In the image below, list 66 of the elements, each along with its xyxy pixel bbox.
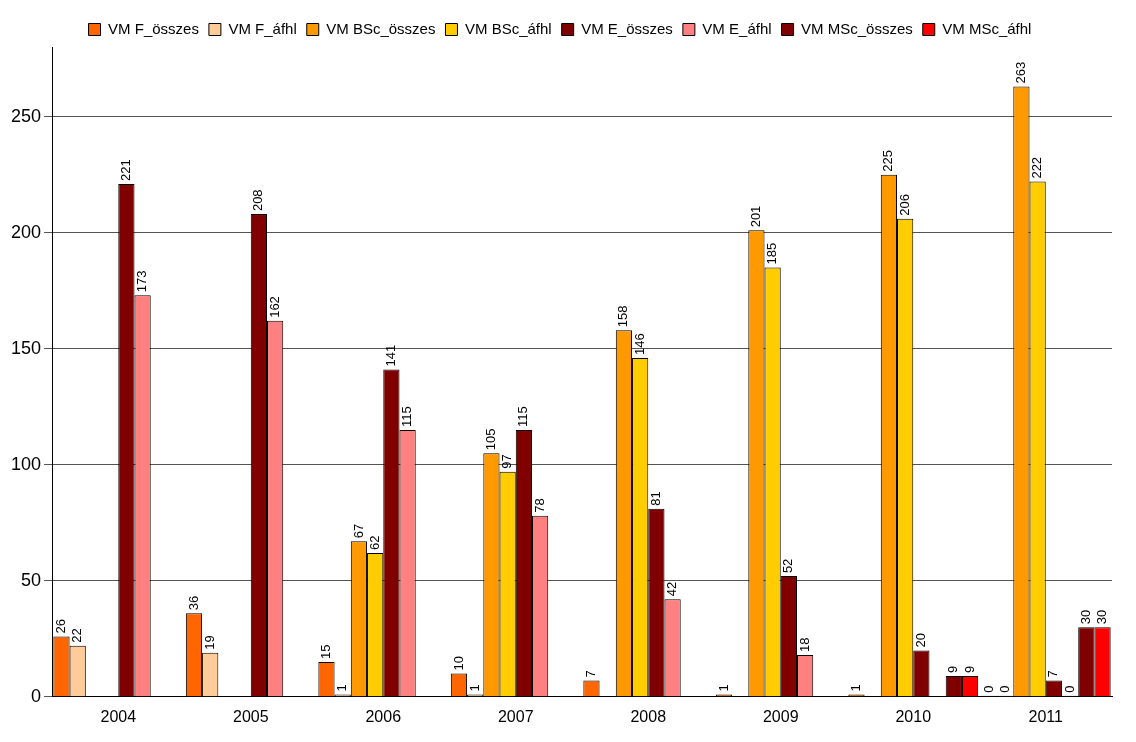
legend-label: VM F_áfhl <box>228 19 297 37</box>
x-tick-label: 2010 <box>895 707 932 725</box>
data-label: 10 <box>450 656 466 671</box>
x-tick-label: 2005 <box>232 707 269 725</box>
data-label: 225 <box>880 149 896 172</box>
y-tick-label: 250 <box>10 105 42 126</box>
data-label: 141 <box>382 344 398 367</box>
legend-label: VM F_összes <box>108 19 199 37</box>
data-label: 0 <box>1061 685 1077 693</box>
data-label: 1 <box>715 684 731 692</box>
data-label: 263 <box>1012 61 1028 84</box>
data-label: 97 <box>499 454 515 469</box>
data-label: 9 <box>961 665 977 673</box>
x-tick-label: 2009 <box>762 707 799 725</box>
data-label: 20 <box>912 632 928 648</box>
data-label: 42 <box>664 581 680 597</box>
x-tick-label: 2008 <box>630 707 667 725</box>
data-label: 158 <box>615 305 631 328</box>
y-tick-label: 50 <box>21 569 42 590</box>
data-label: 222 <box>1029 156 1045 179</box>
data-label: 78 <box>531 498 547 513</box>
data-label: 18 <box>796 637 812 653</box>
y-tick-label: 100 <box>10 453 42 474</box>
data-label: 26 <box>53 618 69 634</box>
y-tick-label: 150 <box>10 337 42 358</box>
x-tick-label: 2004 <box>100 707 137 725</box>
data-label: 19 <box>201 635 217 650</box>
data-label: 52 <box>780 558 796 574</box>
legend-label: VM E_összes <box>581 19 673 37</box>
legend-label: VM E_áfhl <box>702 19 772 37</box>
data-label: 105 <box>483 428 498 451</box>
data-label: 15 <box>318 644 334 659</box>
data-label: 208 <box>250 189 266 212</box>
data-label: 206 <box>896 194 912 216</box>
data-label: 115 <box>515 406 531 427</box>
data-label: 1 <box>848 684 864 692</box>
legend-label: VM BSc_áfhl <box>464 19 552 37</box>
data-label: 1 <box>466 684 482 692</box>
y-tick-label: 0 <box>31 685 42 706</box>
data-label: 146 <box>631 333 647 355</box>
x-tick-label: 2006 <box>365 707 402 725</box>
data-label: 36 <box>185 595 201 611</box>
data-label: 62 <box>366 535 382 550</box>
legend-label: VM MSc_összes <box>801 19 913 37</box>
data-label: 173 <box>134 270 150 293</box>
data-label: 22 <box>69 628 85 643</box>
data-label: 81 <box>647 491 663 506</box>
data-label: 67 <box>350 523 366 539</box>
data-label: 0 <box>996 685 1012 693</box>
legend-label: VM BSc_összes <box>326 19 436 37</box>
y-tick-label: 200 <box>10 221 42 242</box>
data-label: 185 <box>764 242 780 265</box>
data-label: 162 <box>266 296 282 318</box>
data-label: 7 <box>1045 670 1061 678</box>
x-tick-label: 2007 <box>497 707 534 725</box>
data-label: 201 <box>747 205 763 228</box>
data-label: 30 <box>1094 609 1110 625</box>
legend-label: VM MSc_áfhl <box>942 19 1032 37</box>
data-label: 221 <box>117 159 133 181</box>
data-label: 7 <box>583 670 599 678</box>
data-label: 30 <box>1077 609 1093 625</box>
data-label: 1 <box>334 684 350 692</box>
data-label: 0 <box>980 685 996 693</box>
x-tick-label: 2011 <box>1028 707 1064 725</box>
data-label: 9 <box>945 665 961 673</box>
data-label: 115 <box>399 406 415 427</box>
